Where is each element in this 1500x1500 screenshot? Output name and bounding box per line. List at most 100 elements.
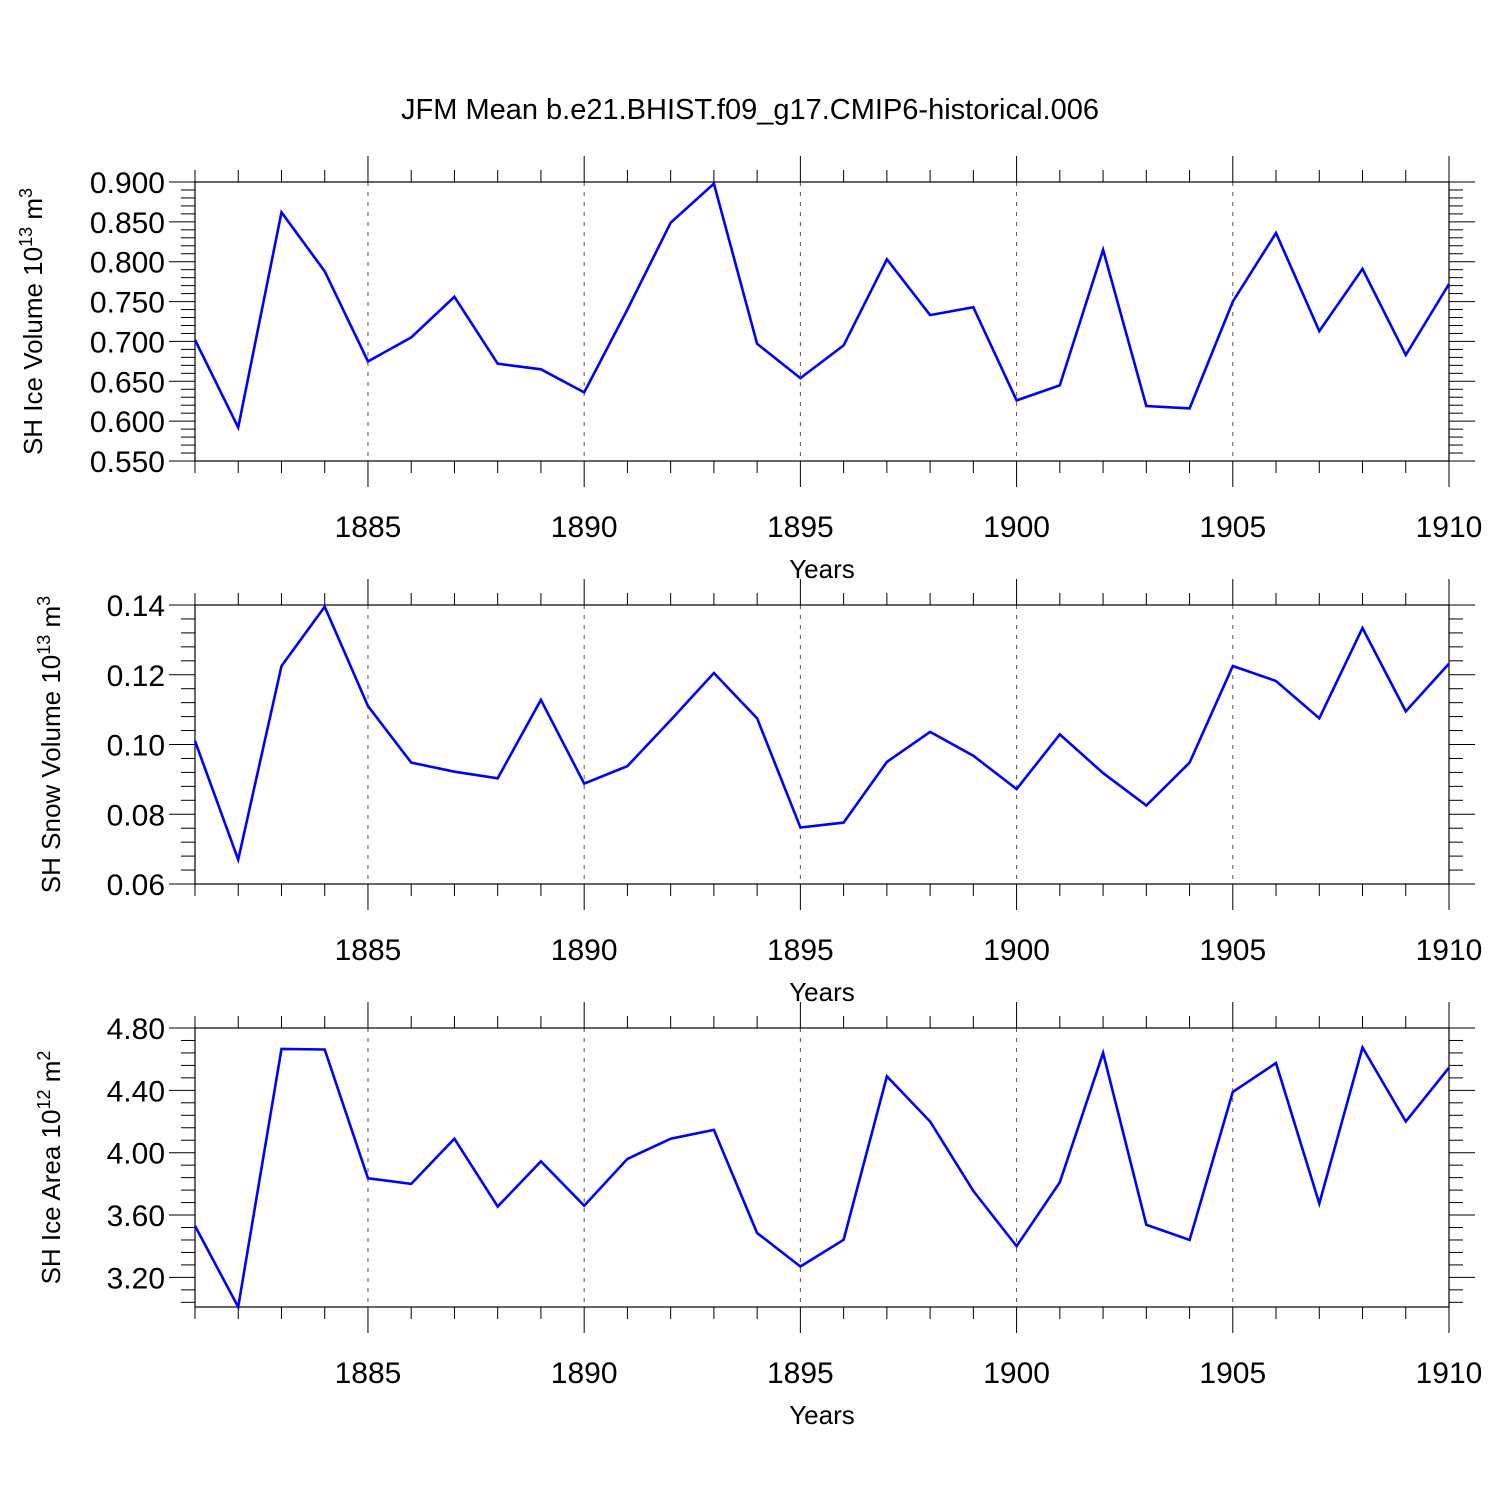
- y-tick-label: 0.650: [90, 366, 165, 399]
- data-point: [193, 1224, 197, 1228]
- data-point: [496, 362, 500, 366]
- data-point: [1058, 1180, 1062, 1184]
- data-point: [625, 1157, 629, 1161]
- panel-ice-area: 3.20 3.60 4.00 4.40 4.80 1885 1890 1895 1900 1905…: [34, 1002, 1482, 1430]
- x-axis-label: Years: [789, 977, 855, 1007]
- data-point: [755, 716, 759, 720]
- data-point: [1404, 1120, 1408, 1124]
- y-tick-label: 3.60: [107, 1200, 165, 1233]
- data-point: [885, 1074, 889, 1078]
- data-point: [1188, 1238, 1192, 1242]
- data-point: [452, 1137, 456, 1141]
- data-point: [1447, 1066, 1451, 1070]
- x-tick-label: 1895: [767, 934, 834, 967]
- y-axis-label: SH Snow Volume 1013 m3: [34, 596, 66, 893]
- x-tick-label: 1885: [335, 511, 402, 544]
- data-point: [842, 1238, 846, 1242]
- data-point: [669, 221, 673, 225]
- data-point: [1144, 804, 1148, 808]
- y-axis-label: SH Ice Area 1012 m2: [34, 1051, 66, 1285]
- data-point: [1101, 248, 1105, 252]
- data-point: [1361, 626, 1365, 630]
- data-point: [971, 754, 975, 758]
- data-point: [798, 376, 802, 380]
- plot-frame: [194, 604, 1450, 885]
- data-point: [928, 1120, 932, 1124]
- x-tick-label: 1905: [1199, 934, 1266, 967]
- x-tick-label: 1885: [335, 934, 402, 967]
- x-tick-label: 1900: [983, 934, 1050, 967]
- data-point: [236, 858, 240, 862]
- data-point: [452, 770, 456, 774]
- y-tick-label: 0.850: [90, 207, 165, 240]
- y-tick-label: 4.00: [107, 1138, 165, 1171]
- data-point: [1015, 1244, 1019, 1248]
- data-point: [1361, 1045, 1365, 1049]
- data-point: [798, 1264, 802, 1268]
- data-point: [1188, 406, 1192, 410]
- series-line-ice-volume: [193, 181, 1451, 432]
- y-tick-label: 3.20: [107, 1262, 165, 1295]
- data-point: [625, 764, 629, 768]
- data-point: [1231, 300, 1235, 304]
- data-point: [1101, 1051, 1105, 1055]
- y-tick-label: 0.06: [107, 869, 165, 902]
- data-point: [366, 704, 370, 708]
- data-point: [452, 295, 456, 299]
- series-line-snow-volume: [193, 604, 1450, 865]
- data-point: [582, 390, 586, 394]
- x-tick-label: 1910: [1416, 934, 1483, 967]
- y-tick-label: 0.10: [107, 730, 165, 763]
- panel-snow-volume: 0.06 0.08 0.10 0.12 0.14 1885 1890 1895 1900 1905…: [34, 579, 1482, 1007]
- data-point: [1231, 664, 1235, 668]
- data-point: [1361, 267, 1365, 271]
- data-point: [712, 1128, 716, 1132]
- x-tick-label: 1905: [1199, 1357, 1266, 1390]
- y-tick-label: 0.750: [90, 287, 165, 320]
- data-point: [1058, 732, 1062, 736]
- data-point: [582, 782, 586, 786]
- data-point: [842, 343, 846, 347]
- data-point: [1317, 329, 1321, 333]
- data-point: [1317, 1202, 1321, 1206]
- data-point: [842, 821, 846, 825]
- data-point: [409, 1182, 413, 1186]
- y-tick-label: 0.550: [90, 446, 165, 479]
- data-point: [712, 671, 716, 675]
- data-point: [409, 335, 413, 339]
- plot-frame: [194, 181, 1450, 462]
- data-point: [971, 1189, 975, 1193]
- data-point: [669, 718, 673, 722]
- x-axis-label: Years: [789, 1400, 855, 1430]
- y-tick-label: 0.700: [90, 326, 165, 359]
- data-point: [1274, 679, 1278, 683]
- x-axis-label: Years: [789, 554, 855, 584]
- data-point: [279, 210, 283, 214]
- data-point: [798, 826, 802, 830]
- x-tick-label: 1900: [983, 511, 1050, 544]
- y-tick-label: 0.900: [90, 167, 165, 200]
- data-point: [193, 338, 197, 342]
- x-tick-label: 1910: [1416, 511, 1483, 544]
- data-point: [1231, 1090, 1235, 1094]
- data-point: [885, 760, 889, 764]
- y-tick-label: 0.08: [107, 799, 165, 832]
- data-point: [1317, 716, 1321, 720]
- data-point: [496, 1204, 500, 1208]
- data-point: [1447, 282, 1451, 286]
- data-point: [1274, 1061, 1278, 1065]
- data-point: [496, 776, 500, 780]
- data-point: [1101, 771, 1105, 775]
- data-point: [409, 761, 413, 765]
- panel-ice-volume: 0.550 0.600 0.650 0.700 0.750 0.800 0.850 0.900…: [16, 156, 1482, 584]
- x-tick-label: 1890: [551, 1357, 618, 1390]
- plot-frame: [194, 1027, 1450, 1308]
- data-point: [928, 313, 932, 317]
- x-tick-label: 1900: [983, 1357, 1050, 1390]
- data-point: [971, 305, 975, 309]
- x-tick-label: 1885: [335, 1357, 402, 1390]
- data-point: [885, 257, 889, 261]
- x-tick-label: 1890: [551, 511, 618, 544]
- data-point: [323, 1048, 327, 1052]
